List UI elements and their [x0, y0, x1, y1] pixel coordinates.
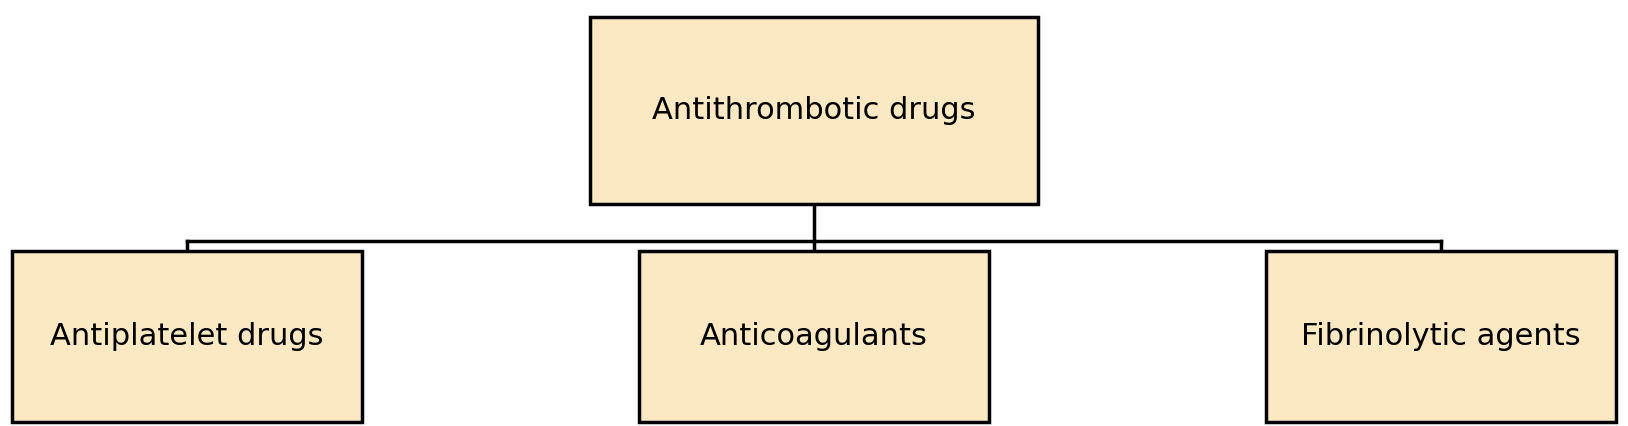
- FancyBboxPatch shape: [13, 251, 361, 422]
- FancyBboxPatch shape: [638, 251, 990, 422]
- Text: Fibrinolytic agents: Fibrinolytic agents: [1301, 322, 1581, 351]
- Text: Antithrombotic drugs: Antithrombotic drugs: [653, 96, 975, 125]
- Text: Antiplatelet drugs: Antiplatelet drugs: [50, 322, 324, 351]
- FancyBboxPatch shape: [589, 17, 1039, 204]
- FancyBboxPatch shape: [1267, 251, 1615, 422]
- Text: Anticoagulants: Anticoagulants: [700, 322, 928, 351]
